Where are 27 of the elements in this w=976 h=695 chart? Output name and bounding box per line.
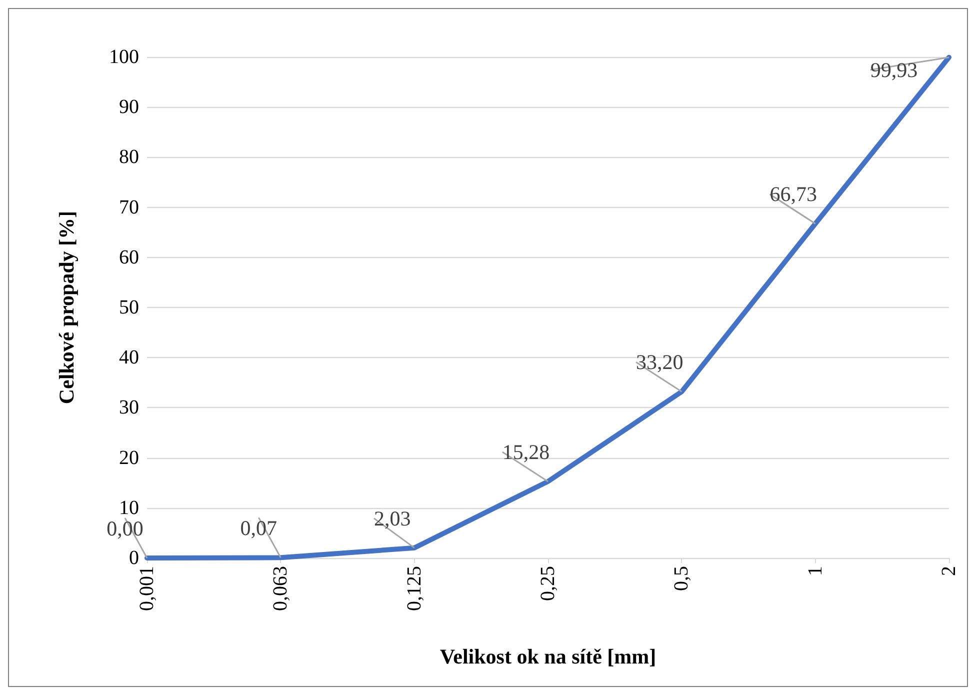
x-tick-label: 0,125	[403, 566, 426, 611]
x-tick-label: 2	[938, 566, 960, 576]
data-label: 2,03	[374, 506, 411, 530]
y-tick-label: 60	[119, 246, 139, 268]
data-label: 99,93	[870, 58, 918, 82]
data-label: 0,00	[106, 516, 144, 540]
y-tick-label: 80	[119, 146, 139, 168]
y-tick-label: 100	[109, 46, 139, 68]
y-tick-label: 20	[119, 446, 139, 469]
x-axis-title: Velikost ok na sítě [mm]	[440, 644, 656, 668]
data-label: 15,28	[502, 440, 550, 464]
y-tick-label: 10	[119, 496, 139, 519]
y-tick-label: 50	[119, 296, 139, 318]
y-tick-label: 70	[119, 196, 139, 218]
data-label: 66,73	[770, 182, 817, 206]
y-tick-label: 30	[119, 396, 139, 419]
x-tick-label: 1	[804, 566, 826, 576]
x-tick-label: 0,5	[670, 566, 693, 591]
y-tick-label: 0	[129, 547, 139, 569]
y-tick-label: 40	[119, 346, 139, 369]
y-tick-label: 90	[119, 96, 139, 118]
x-tick-label: 0,063	[270, 566, 292, 611]
data-label: 0,07	[240, 516, 278, 540]
x-tick-label: 0,001	[136, 566, 158, 611]
y-axis-title: Celkové propady [%]	[54, 210, 78, 404]
data-label: 33,20	[636, 350, 684, 374]
x-tick-label: 0,25	[537, 566, 559, 601]
